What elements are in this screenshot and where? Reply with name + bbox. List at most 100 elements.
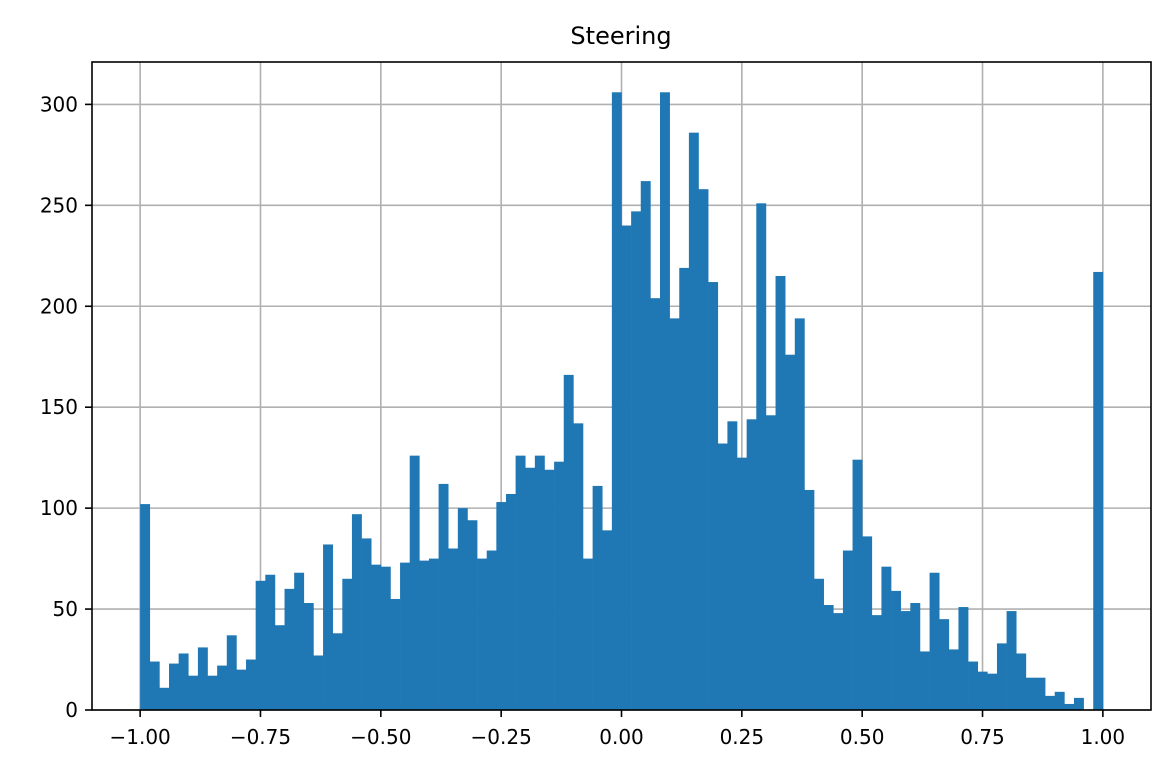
histogram-bar (361, 538, 372, 710)
histogram-bar (351, 514, 362, 710)
histogram-bar (1045, 695, 1056, 710)
histogram-bar (785, 354, 796, 710)
histogram-bar (1035, 677, 1046, 710)
histogram-bar (833, 613, 844, 710)
histogram-bar (650, 298, 661, 710)
histogram-bar (140, 504, 151, 710)
histogram-bar (891, 590, 901, 710)
histogram-bar (717, 443, 728, 710)
x-tick-label: 1.00 (1081, 725, 1126, 749)
histogram-bar (698, 189, 709, 711)
histogram-bar (505, 494, 516, 710)
histogram-bar (1093, 271, 1104, 710)
histogram-bar (852, 459, 863, 710)
histogram-bar (486, 550, 497, 710)
x-tick-label: −1.00 (109, 725, 170, 749)
histogram-bar (756, 203, 767, 710)
x-tick-label: 0.50 (840, 725, 885, 749)
y-tick-label: 300 (40, 92, 78, 116)
histogram-bar (217, 665, 228, 710)
histogram-bar (149, 661, 160, 710)
histogram-bar (708, 282, 719, 710)
histogram-bars (140, 92, 1104, 711)
histogram-bar (794, 318, 805, 710)
histogram-bar (987, 673, 998, 710)
histogram-bar (303, 603, 314, 710)
histogram-bar (611, 92, 622, 710)
histogram-bar (814, 578, 824, 710)
histogram-bar (438, 483, 449, 710)
histogram-bar (958, 607, 969, 710)
histogram-bar (419, 560, 430, 710)
histogram-bar (842, 550, 853, 710)
histogram-bar (1006, 611, 1017, 710)
y-tick-label: 0 (65, 698, 78, 722)
histogram-bar (1064, 703, 1075, 710)
histogram-bar (746, 419, 757, 710)
y-tick-label: 50 (53, 597, 78, 621)
y-axis-ticks: 0 50 100 150 200 250 300 (40, 92, 92, 722)
histogram-bar (236, 669, 247, 710)
histogram-bar (457, 508, 468, 710)
histogram-bar (274, 625, 285, 710)
histogram-bar (679, 267, 690, 710)
histogram-bar (1073, 697, 1084, 710)
histogram-bar (544, 469, 555, 710)
histogram-bar (390, 598, 401, 710)
histogram-bar (265, 574, 276, 710)
histogram-bar (525, 467, 536, 710)
histogram-bar (631, 211, 642, 710)
histogram-bar (323, 544, 333, 710)
histogram-bar (660, 92, 670, 710)
histogram-bar (640, 181, 651, 711)
histogram-bar (188, 675, 199, 710)
histogram-bar (939, 619, 950, 710)
histogram-bar (534, 455, 545, 710)
histogram-bar (371, 564, 382, 710)
y-tick-label: 200 (40, 294, 78, 318)
histogram-bar (765, 415, 776, 710)
histogram-bar (727, 421, 738, 710)
histogram-bar (409, 455, 420, 710)
x-tick-label: 0.25 (720, 725, 765, 749)
x-tick-label: −0.50 (350, 725, 411, 749)
histogram-bar (563, 374, 574, 710)
histogram-bar (332, 633, 343, 710)
histogram-bar (775, 275, 786, 710)
histogram-bar (428, 558, 439, 710)
x-tick-label: −0.25 (471, 725, 532, 749)
histogram-bar (246, 659, 256, 710)
histogram-bar (477, 558, 488, 710)
histogram-bar (900, 611, 911, 710)
histogram-bar (554, 461, 565, 710)
y-tick-label: 100 (40, 496, 78, 520)
histogram-bar (804, 489, 815, 710)
histogram-bar (400, 562, 410, 710)
histogram-bar (1016, 653, 1027, 710)
histogram-bar (255, 580, 266, 710)
histogram-bar (669, 318, 680, 710)
histogram-bar (342, 578, 353, 710)
histogram-bar (929, 572, 940, 710)
histogram-bar (380, 566, 391, 710)
histogram-bar (621, 225, 632, 710)
histogram-bar (823, 605, 834, 710)
histogram-bar (1025, 677, 1036, 710)
histogram-bar (919, 651, 930, 710)
chart-title: Steering (570, 22, 671, 50)
y-tick-label: 250 (40, 193, 78, 217)
histogram-bar (582, 558, 593, 710)
histogram-bar (294, 572, 305, 710)
histogram-bar (284, 588, 295, 710)
histogram-bar (871, 615, 882, 710)
histogram-bar (910, 603, 921, 710)
histogram-bar (448, 548, 459, 710)
histogram-bar (496, 502, 507, 710)
histogram-bar (881, 566, 892, 710)
histogram-bar (996, 643, 1007, 710)
histogram-bar (178, 653, 189, 710)
x-tick-label: −0.75 (230, 725, 291, 749)
histogram-bar (688, 132, 699, 711)
histogram-bar (977, 671, 988, 710)
